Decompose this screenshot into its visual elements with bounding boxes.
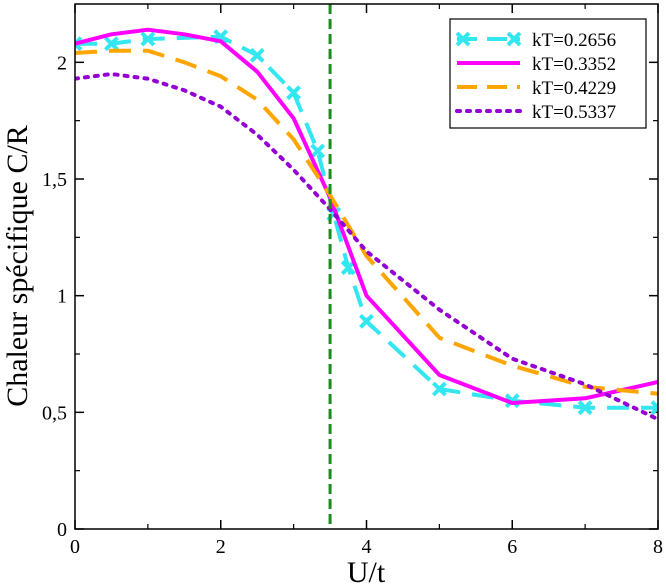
series-line-4 (75, 72, 658, 422)
series-marker-1 (140, 31, 156, 47)
x-axis-title: U/t (347, 556, 386, 585)
series-marker-1 (650, 400, 658, 416)
plot-frame (74, 3, 659, 530)
y-tick-label: 2 (57, 52, 67, 74)
series-marker-1 (75, 36, 83, 52)
series-marker-1 (431, 381, 447, 397)
series-marker-1 (249, 47, 265, 63)
legend-label-4: kT=0.5337 (532, 102, 616, 123)
legend-label-2: kT=0.3352 (532, 54, 616, 75)
y-axis-ticks: 0 0,5 1 1,5 2 (42, 52, 658, 541)
legend-marker-1 (455, 31, 471, 47)
series-marker-1 (286, 85, 302, 101)
series-line-3 (75, 48, 658, 396)
x-tick-label: 4 (362, 536, 372, 558)
y-tick-label: 0 (57, 519, 67, 541)
y-tick-label: 0,5 (42, 402, 67, 424)
legend-marker-1 (506, 31, 522, 47)
y-axis-title: Chaleur spécifique C/R (1, 125, 34, 407)
x-tick-label: 0 (70, 536, 80, 558)
series-marker-1 (310, 143, 326, 159)
legend-box (449, 18, 647, 129)
series-line-1 (75, 34, 658, 410)
y-tick-label: 1 (57, 286, 67, 308)
series-marker-1 (104, 36, 119, 52)
series-line-2 (75, 27, 658, 405)
x-tick-label: 8 (653, 536, 663, 558)
series-marker-1 (577, 400, 593, 416)
series-marker-1 (359, 313, 374, 329)
legend-label-1: kT=0.2656 (532, 30, 616, 51)
legend-label-3: kT=0.4229 (532, 78, 616, 99)
series-layer (75, 27, 658, 422)
x-tick-label: 6 (507, 536, 517, 558)
legend: kT=0.2656 kT=0.3352 kT=0.4229 kT=0.5337 (449, 18, 647, 129)
x-tick-label: 2 (216, 536, 226, 558)
y-tick-label: 1,5 (42, 169, 67, 191)
series-marker-1 (340, 260, 356, 276)
